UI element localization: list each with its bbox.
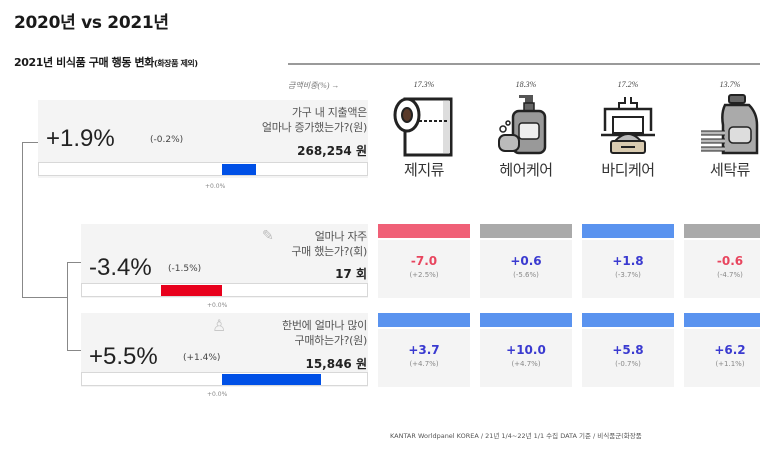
frequency-bar-track — [81, 283, 368, 297]
frequency-cell-value: -7.0 — [410, 254, 438, 268]
subtitle-main: 2021년 비식품 구매 행동 변화 — [14, 56, 154, 69]
frequency-cell-value: -0.6 — [716, 254, 744, 268]
frequency-cell-value: +1.8 — [612, 254, 644, 268]
page-title: 2020년 vs 2021년 — [14, 13, 169, 33]
zero-baseline-label: +0.0% — [207, 302, 228, 309]
question-line: 구매 했는가?(회) — [291, 245, 367, 258]
spend-bar-track — [38, 162, 368, 176]
detergent-bottle-icon — [684, 89, 760, 159]
category-name: 세탁류 — [710, 161, 750, 179]
connector-line — [22, 297, 67, 298]
soap-dish-icon — [582, 89, 674, 159]
amount-change: +5.5% — [89, 343, 158, 370]
amount-prev-change: (+1.4%) — [183, 353, 221, 363]
amount-cell-value: +6.2 — [714, 343, 746, 357]
zero-baseline-label: +0.0% — [207, 391, 228, 398]
connector-line — [22, 142, 38, 143]
frequency-cell: +1.8 (-3.7%) — [582, 240, 674, 298]
amount-indicator-bar — [684, 313, 760, 327]
amount-cell-prev: (+4.7%) — [409, 360, 439, 368]
category-name: 제지류 — [404, 161, 444, 179]
category-column-2: 17.2% 바디케어 — [582, 80, 674, 180]
amount-cell-value: +5.8 — [612, 343, 644, 357]
shopping-hand-icon: ✎ — [262, 228, 274, 244]
category-share: 17.3% — [413, 80, 435, 89]
connector-line — [67, 262, 68, 350]
question-line: 얼마나 증가했는가?(원) — [261, 121, 367, 134]
frequency-prev-change: (-1.5%) — [168, 264, 202, 274]
category-name: 헤어케어 — [499, 161, 553, 179]
amount-indicator-bar — [582, 313, 674, 327]
frequency-value: 17 회 — [335, 267, 367, 281]
frequency-bar-fill — [160, 285, 222, 296]
frequency-cell: +0.6 (-5.6%) — [480, 240, 572, 298]
frequency-cell: -7.0 (+2.5%) — [378, 240, 470, 298]
amount-cell: +10.0 (+4.7%) — [480, 329, 572, 387]
frequency-change: -3.4% — [89, 254, 152, 281]
spend-change: +1.9% — [46, 125, 115, 152]
shampoo-bottle-icon — [480, 89, 572, 159]
connector-line — [67, 350, 81, 351]
person-basket-icon: ♙ — [212, 316, 227, 335]
frequency-cell-prev: (-3.7%) — [615, 271, 641, 279]
category-share: 17.2% — [617, 80, 639, 89]
frequency-cell-prev: (-4.7%) — [717, 271, 743, 279]
amount-cell-prev: (+4.7%) — [511, 360, 541, 368]
amount-cell-value: +10.0 — [506, 343, 546, 357]
spend-bar-fill — [222, 164, 257, 175]
connector-line — [67, 262, 81, 263]
amount-cell-prev: (-0.7%) — [615, 360, 641, 368]
category-share: 18.3% — [515, 80, 537, 89]
source-footnote: KANTAR Worldpanel KOREA / 21년 1/4~22년 1/… — [390, 432, 642, 440]
spend-prev-change: (-0.2%) — [150, 135, 184, 145]
subtitle-note: (화장품 제외) — [153, 59, 198, 68]
question-line: 가구 내 지출액은 — [291, 106, 367, 119]
category-column-0: 17.3% 제지류 — [378, 80, 470, 180]
question-line: 한번에 얼마나 많이 — [282, 319, 367, 332]
category-share: 13.7% — [719, 80, 741, 89]
question-line: 구매하는가?(원) — [294, 334, 368, 347]
frequency-cell-prev: (-5.6%) — [513, 271, 539, 279]
spend-value: 268,254 원 — [297, 144, 367, 158]
amount-bar-fill — [222, 374, 321, 385]
frequency-indicator-bar — [378, 224, 470, 238]
amount-cell-prev: (+1.1%) — [715, 360, 745, 368]
amount-cell-value: +3.7 — [408, 343, 440, 357]
amount-indicator-bar — [378, 313, 470, 327]
amount-value: 15,846 원 — [305, 357, 367, 371]
divider-rule — [288, 63, 760, 65]
frequency-indicator-bar — [480, 224, 572, 238]
category-column-3: 13.7% 세탁류 — [684, 80, 760, 180]
category-name: 바디케어 — [601, 161, 655, 179]
frequency-cell-value: +0.6 — [510, 254, 542, 268]
amount-indicator-bar — [480, 313, 572, 327]
connector-line — [22, 142, 23, 297]
toilet-paper-icon — [378, 89, 470, 159]
amount-cell: +5.8 (-0.7%) — [582, 329, 674, 387]
share-ratio-label: 금액비중(%) → — [288, 81, 340, 90]
frequency-cell: -0.6 (-4.7%) — [684, 240, 760, 298]
question-line: 얼마나 자주 — [314, 230, 368, 243]
frequency-indicator-bar — [582, 224, 674, 238]
section-subtitle: 2021년 비식품 구매 행동 변화(화장품 제외) — [14, 54, 198, 70]
zero-baseline-label: +0.0% — [205, 183, 226, 190]
category-column-1: 18.3% 헤어케어 — [480, 80, 572, 180]
amount-cell: +6.2 (+1.1%) — [684, 329, 760, 387]
frequency-cell-prev: (+2.5%) — [409, 271, 439, 279]
frequency-indicator-bar — [684, 224, 760, 238]
amount-cell: +3.7 (+4.7%) — [378, 329, 470, 387]
